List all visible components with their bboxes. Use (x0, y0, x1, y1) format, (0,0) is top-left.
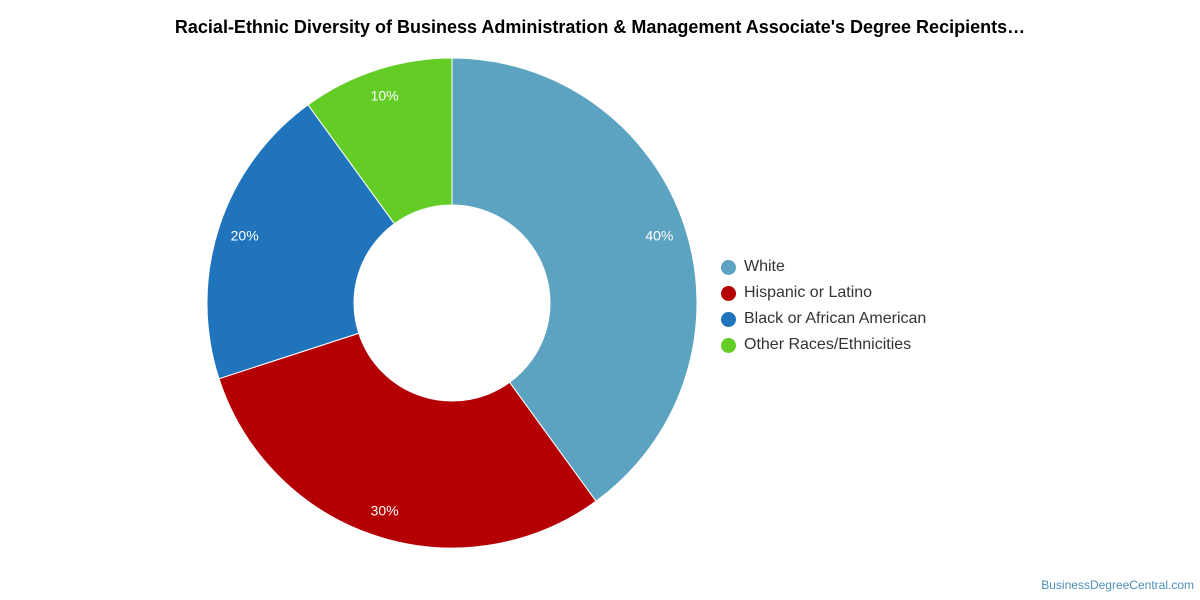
legend-label: Black or African American (744, 310, 927, 327)
donut-slice-hispanic-or-latino[interactable] (218, 332, 597, 549)
donut-slice-black-or-african-american[interactable] (206, 104, 396, 380)
legend-swatch (721, 285, 736, 301)
legend-item-hispanic-or-latino[interactable]: Hispanic or Latino (720, 280, 926, 306)
slice-label-other-races-ethnicities: 10% (371, 88, 399, 104)
donut-slice-white[interactable] (451, 57, 698, 502)
slice-label-white: 40% (645, 228, 673, 244)
slice-label-hispanic-or-latino: 30% (371, 502, 399, 518)
legend-item-white[interactable]: White (720, 254, 926, 280)
legend-swatch (721, 337, 736, 353)
credit-link[interactable]: BusinessDegreeCentral.com (1041, 578, 1194, 592)
legend-item-other-races-ethnicities[interactable]: Other Races/Ethnicities (720, 332, 926, 358)
slice-label-black-or-african-american: 20% (231, 228, 259, 244)
chart-title: Racial-Ethnic Diversity of Business Admi… (174, 17, 1026, 37)
legend-swatch (721, 311, 736, 327)
legend-label: White (744, 258, 785, 275)
legend-label: Hispanic or Latino (744, 284, 873, 301)
chart-legend: White Hispanic or Latino Black or African … (720, 254, 926, 358)
donut-slice-other-races-ethnicities[interactable] (307, 57, 453, 225)
legend-item-black-or-african-american[interactable]: Black or African American (720, 306, 926, 332)
legend-swatch (721, 259, 736, 275)
legend-label: Other Races/Ethnicities (744, 336, 912, 353)
